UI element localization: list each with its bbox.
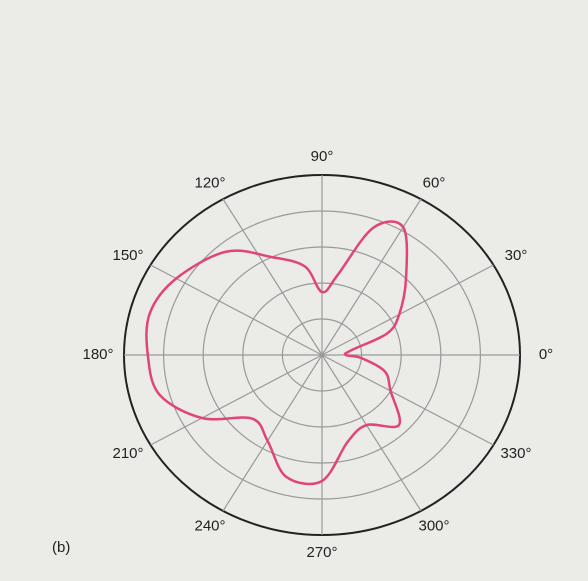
spoke (222, 198, 323, 356)
angle-label: 60° (423, 174, 446, 191)
angle-label: 330° (500, 445, 531, 462)
angle-label: 0° (539, 346, 553, 363)
spoke (150, 354, 323, 446)
spoke (321, 354, 422, 512)
spoke (321, 354, 494, 446)
angle-label: 180° (82, 346, 113, 363)
angle-label: 240° (194, 517, 225, 534)
angle-label: 30° (505, 247, 528, 264)
angle-label: 150° (112, 247, 143, 264)
angle-label: 270° (306, 544, 337, 561)
angle-label: 300° (418, 517, 449, 534)
spoke (321, 198, 422, 356)
spoke (222, 354, 323, 512)
spoke (150, 264, 323, 356)
pattern-line (145, 220, 409, 486)
spoke (321, 264, 494, 356)
angle-label: 120° (194, 174, 225, 191)
angle-label: 210° (112, 445, 143, 462)
angle-label: 90° (311, 148, 334, 165)
caption: (b) (52, 539, 70, 556)
